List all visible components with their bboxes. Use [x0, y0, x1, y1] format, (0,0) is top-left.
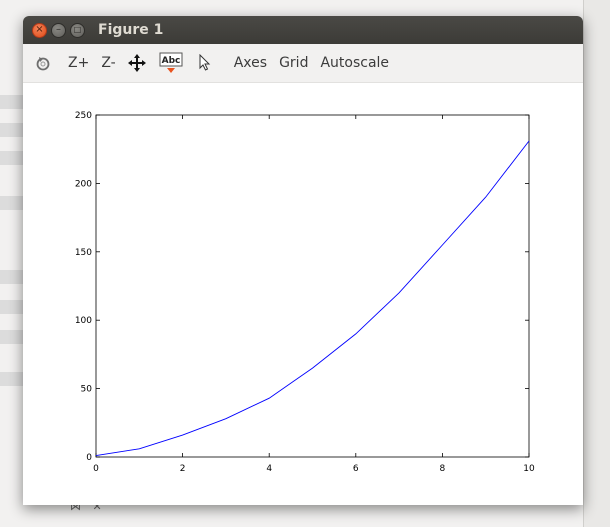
zoom-out-label: Z-: [101, 55, 116, 71]
background-close-icon: ✕: [92, 500, 102, 513]
x-tick-label: 2: [180, 464, 186, 474]
close-button[interactable]: ×: [32, 22, 47, 38]
zoom-in-label: Z+: [68, 55, 90, 71]
background-row: [0, 95, 24, 109]
background-row: [0, 151, 24, 165]
x-tick-label: 0: [93, 464, 99, 474]
axes-box: [95, 114, 530, 458]
x-tick-label: 6: [353, 464, 359, 474]
autoscale-label: Autoscale: [320, 55, 390, 71]
pan-button[interactable]: [122, 48, 152, 78]
text-annotate-button[interactable]: Abc: [156, 48, 186, 78]
window-title: Figure 1: [98, 22, 164, 38]
rotate-button[interactable]: [28, 48, 58, 78]
pointer-button[interactable]: [190, 48, 220, 78]
axes-label: Axes: [233, 55, 268, 71]
y-tick-label: 100: [75, 316, 92, 326]
x-tick-label: 4: [266, 464, 272, 474]
background-row: [0, 196, 24, 210]
y-tick-label: 250: [75, 111, 92, 121]
pan-arrows-icon: [127, 54, 146, 72]
y-tick-label: 150: [75, 248, 92, 258]
background-row: [0, 270, 24, 284]
y-tick-label: 200: [75, 179, 92, 189]
x-tick-label: 10: [523, 464, 535, 474]
series-line: [95, 140, 530, 457]
background-row: [0, 123, 24, 137]
grid-button[interactable]: Grid: [273, 48, 314, 78]
y-tick-label: 0: [86, 453, 92, 463]
y-tick-label: 50: [81, 385, 93, 395]
background-row: [0, 300, 24, 314]
background-window-edge: [583, 0, 610, 527]
grid-label: Grid: [279, 55, 309, 71]
minimize-button[interactable]: –: [51, 22, 66, 38]
text-annotate-icon: Abc: [159, 52, 183, 73]
close-icon: ×: [35, 24, 44, 35]
rotate-icon: [36, 57, 50, 71]
autoscale-button[interactable]: Autoscale: [314, 48, 395, 78]
background-row: [0, 372, 24, 386]
zoom-in-button[interactable]: Z+: [62, 48, 95, 78]
figure-window: × – □ Figure 1 Z+ Z-: [23, 16, 583, 505]
maximize-button[interactable]: □: [70, 22, 85, 38]
x-tick-label: 8: [440, 464, 446, 474]
titlebar: × – □ Figure 1: [23, 16, 583, 44]
text-annotate-glyph: Abc: [161, 56, 180, 66]
maximize-icon: □: [73, 25, 82, 34]
axes-button[interactable]: Axes: [228, 48, 273, 78]
background-pin-icon: ⋈: [70, 500, 81, 513]
plot-area[interactable]: 0 2 4 6 8 10 0 50 100 150 200 250: [23, 83, 583, 505]
minimize-icon: –: [56, 24, 61, 35]
toolbar: Z+ Z- Abc Axes Grid: [23, 44, 583, 83]
pointer-icon: [199, 54, 210, 71]
background-row: [0, 330, 24, 344]
zoom-out-button[interactable]: Z-: [95, 48, 121, 78]
background-window-controls: ⋈ ✕: [70, 500, 102, 513]
